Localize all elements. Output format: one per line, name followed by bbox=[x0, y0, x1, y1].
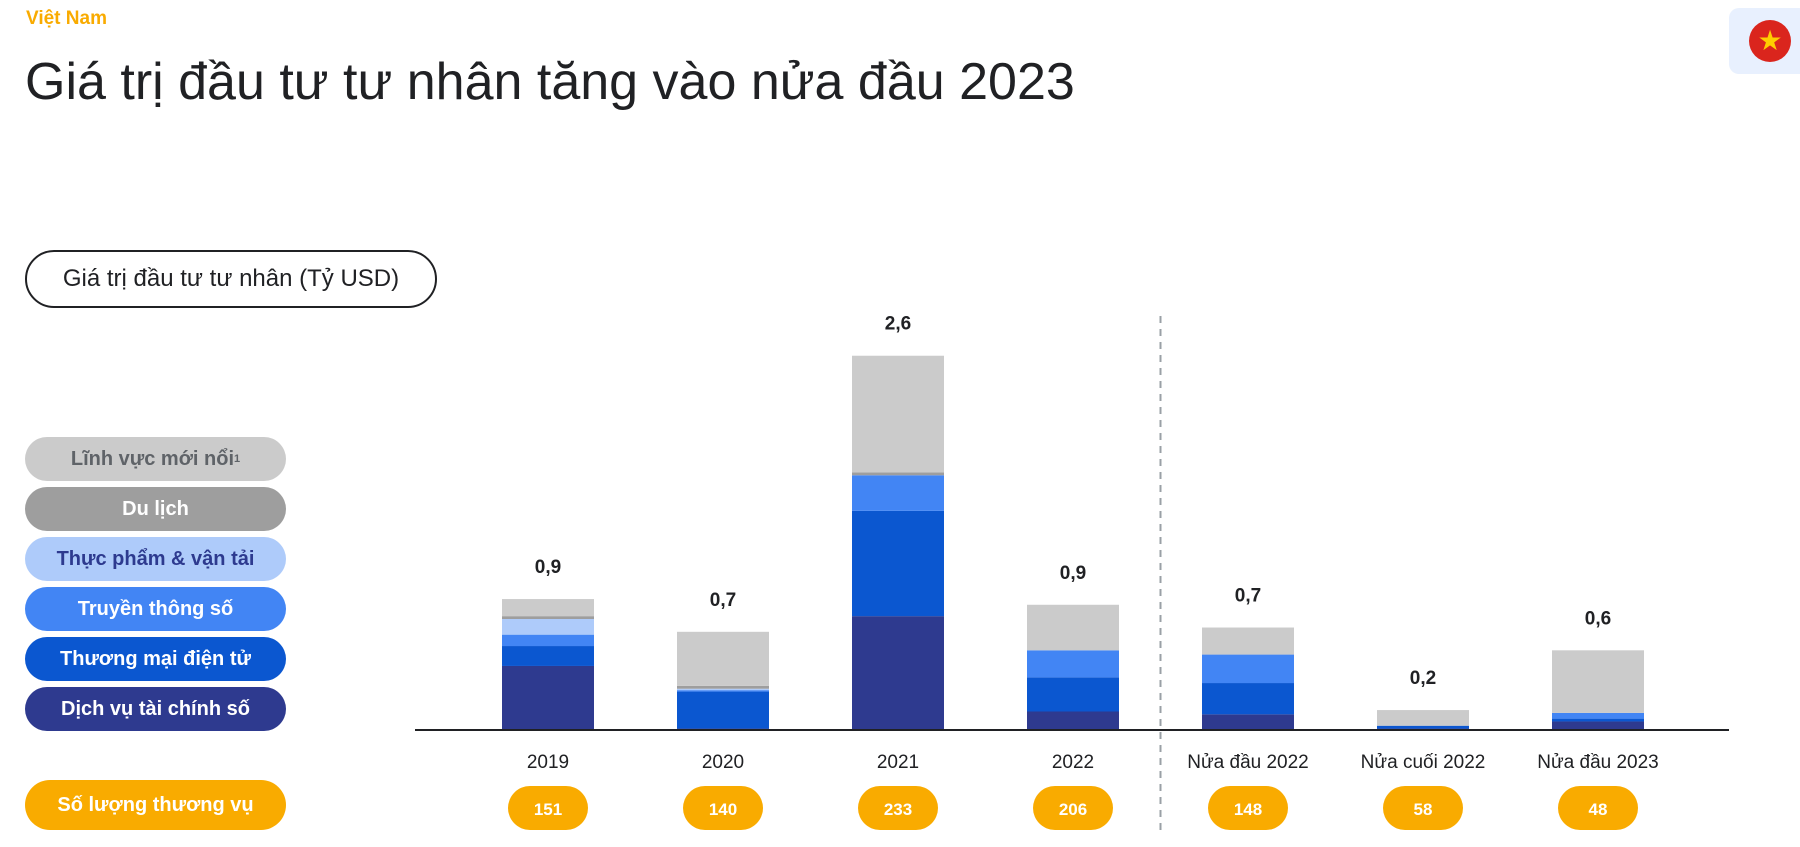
legend-item: Lĩnh vực mới nổi 1 bbox=[25, 437, 286, 481]
bar-total-label: 0,7 bbox=[1235, 586, 1261, 607]
bar-segment bbox=[677, 685, 769, 689]
deal-count-value: 140 bbox=[709, 800, 737, 819]
page-title: Giá trị đầu tư tư nhân tăng vào nửa đầu … bbox=[25, 53, 1075, 111]
x-tick-label: Nửa đầu 2022 bbox=[1187, 752, 1309, 773]
legend-item-label: Thực phẩm & vận tải bbox=[56, 547, 255, 570]
x-tick-label: 2019 bbox=[527, 752, 569, 773]
bar-segment bbox=[502, 634, 594, 647]
bar-segment bbox=[1377, 725, 1469, 729]
deal-count-badge bbox=[1558, 786, 1638, 830]
legend-item: Truyền thông số bbox=[25, 587, 286, 631]
x-tick-label: Nửa đầu 2023 bbox=[1537, 752, 1659, 773]
x-tick-label: 2022 bbox=[1052, 752, 1094, 773]
bar-segment bbox=[1027, 711, 1119, 730]
vietnam-flag-icon: ★ bbox=[1749, 20, 1791, 62]
bar-segment bbox=[1027, 677, 1119, 712]
bar-segment bbox=[502, 616, 594, 619]
deal-count-badge bbox=[1208, 786, 1288, 830]
bar-segment bbox=[502, 646, 594, 666]
bar-segment bbox=[852, 475, 944, 511]
bar-segment bbox=[677, 690, 769, 692]
bar-segment bbox=[852, 510, 944, 617]
deal-count-badge bbox=[858, 786, 938, 830]
deal-count-value: 148 bbox=[1234, 800, 1262, 819]
bar-total-label: 2,6 bbox=[885, 314, 911, 335]
deal-count-badge bbox=[1383, 786, 1463, 830]
bar-segment bbox=[1552, 712, 1644, 719]
deal-count-badge bbox=[508, 786, 588, 830]
deal-count-value: 233 bbox=[884, 800, 912, 819]
bar-segment bbox=[1202, 654, 1294, 684]
bar-segment bbox=[1027, 650, 1119, 678]
flag-star: ★ bbox=[1757, 25, 1783, 56]
country-label: Việt Nam bbox=[26, 8, 107, 29]
legend-item-label: Thương mại điện tử bbox=[60, 647, 251, 670]
bar-segment bbox=[502, 599, 594, 617]
bar-segment bbox=[1377, 710, 1469, 726]
bar-total-label: 0,2 bbox=[1410, 668, 1436, 689]
legend-item-label: Dịch vụ tài chính số bbox=[61, 697, 250, 720]
deal-count-badge bbox=[683, 786, 763, 830]
bar-segment bbox=[1552, 718, 1644, 722]
deal-count-value: 48 bbox=[1589, 800, 1608, 819]
legend-item: Dịch vụ tài chính số bbox=[25, 687, 286, 731]
bar-segment bbox=[677, 691, 769, 729]
bar-total-label: 0,6 bbox=[1585, 608, 1611, 629]
bar-segment bbox=[852, 472, 944, 476]
legend-item: Du lịch bbox=[25, 487, 286, 531]
bar-segment bbox=[502, 619, 594, 635]
bar-total-label: 0,9 bbox=[535, 557, 561, 578]
bar-segment bbox=[502, 665, 594, 730]
legend-item-label: Lĩnh vực mới nổi bbox=[70, 447, 235, 470]
bar-segment bbox=[1202, 627, 1294, 655]
deal-count-value: 151 bbox=[534, 800, 562, 819]
deal-count-legend: Số lượng thương vụ bbox=[25, 780, 286, 830]
bar-total-label: 0,9 bbox=[1060, 563, 1086, 584]
bar-segment bbox=[852, 355, 944, 473]
legend-item: Thương mại điện tử bbox=[25, 637, 286, 681]
bar-segment bbox=[677, 631, 769, 686]
legend-item-label: Truyền thông số bbox=[77, 597, 234, 620]
unit-label-pill: Giá trị đầu tư tư nhân (Tỷ USD) bbox=[25, 250, 437, 308]
legend-item: Thực phẩm & vận tải bbox=[25, 537, 286, 581]
deal-count-badge bbox=[1033, 786, 1113, 830]
bar-segment bbox=[677, 688, 769, 691]
deal-count-value: 206 bbox=[1059, 800, 1087, 819]
x-tick-label: Nửa cuối 2022 bbox=[1361, 752, 1486, 773]
legend-footnote-mark: 1 bbox=[234, 453, 241, 465]
bar-segment bbox=[852, 616, 944, 730]
bar-segment bbox=[1202, 683, 1294, 715]
bar-total-label: 0,7 bbox=[710, 590, 736, 611]
bar-segment bbox=[1552, 721, 1644, 730]
x-tick-label: 2021 bbox=[877, 752, 919, 773]
bar-segment bbox=[1027, 604, 1119, 651]
bar-segment bbox=[1552, 650, 1644, 713]
x-tick-label: 2020 bbox=[702, 752, 744, 773]
deal-count-value: 58 bbox=[1414, 800, 1433, 819]
legend-item-label: Du lịch bbox=[122, 497, 189, 520]
bar-segment bbox=[1202, 714, 1294, 730]
flag-container: ★ bbox=[1729, 8, 1800, 74]
